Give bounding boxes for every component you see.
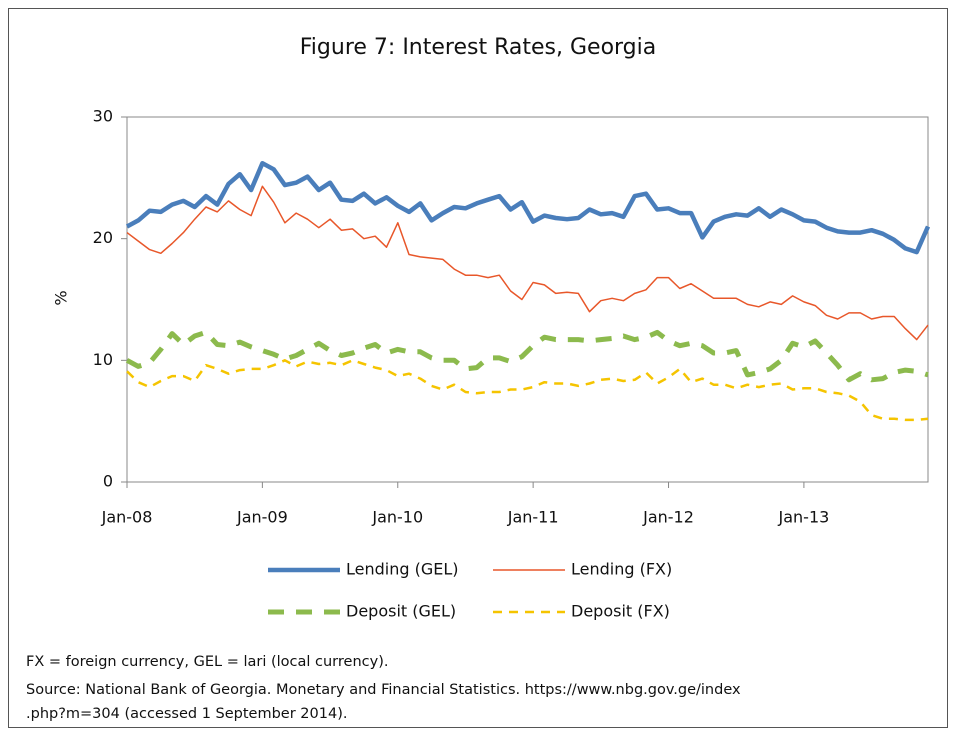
legend-label: Lending (FX): [571, 560, 672, 579]
note: FX = foreign currency, GEL = lari (local…: [26, 654, 388, 670]
note: Source: National Bank of Georgia. Moneta…: [26, 682, 741, 698]
series-line: [126, 185, 929, 341]
frame: [8, 8, 948, 728]
chart-title: Figure 7: Interest Rates, Georgia: [300, 35, 657, 60]
series-line: [126, 359, 929, 422]
note: .php?m=304 (accessed 1 September 2014).: [26, 706, 347, 722]
legend-label: Deposit (GEL): [346, 602, 456, 621]
y-tick-label: 20: [93, 228, 113, 247]
y-tick-label: 10: [93, 350, 113, 369]
legend-label: Deposit (FX): [571, 602, 670, 621]
x-tick-label: Jan-08: [101, 508, 153, 527]
y-tick-label: 30: [93, 107, 113, 126]
x-tick-label: Jan-10: [371, 508, 423, 527]
y-tick-label: 0: [103, 472, 113, 491]
legend-label: Lending (GEL): [346, 560, 459, 579]
series-line: [125, 160, 931, 255]
plot-area: [126, 116, 929, 483]
x-tick-label: Jan-12: [642, 508, 694, 527]
x-tick-label: Jan-11: [507, 508, 559, 527]
x-tick-label: Jan-13: [778, 508, 830, 527]
series-line: [125, 329, 929, 383]
x-tick-label: Jan-09: [236, 508, 288, 527]
y-axis-label: %: [52, 290, 71, 305]
